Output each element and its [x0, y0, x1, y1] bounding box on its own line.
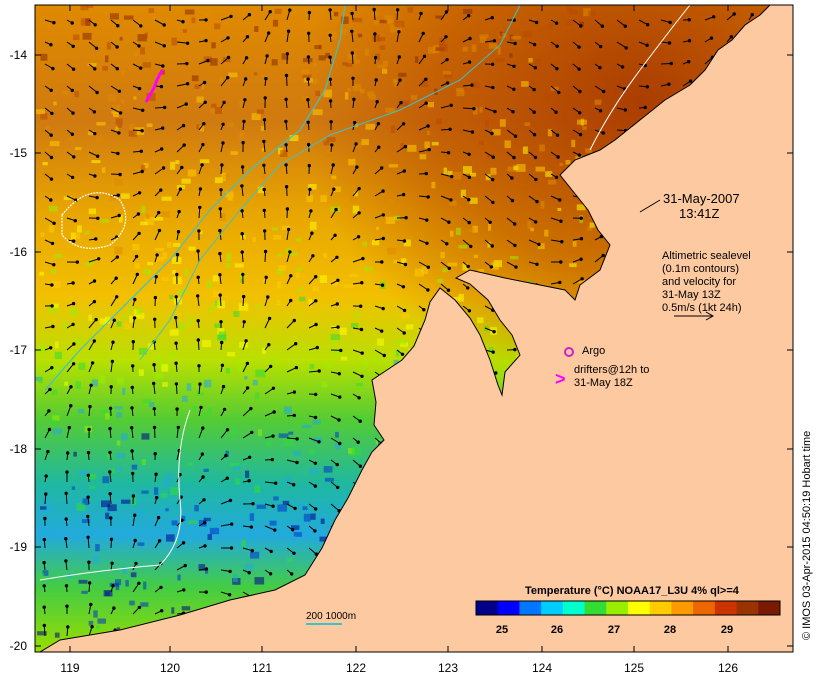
depth-contour-label: 200 1000m: [306, 611, 356, 622]
lat-label: -18: [10, 442, 28, 456]
drifter-track: [144, 69, 165, 103]
lat-label: -15: [10, 146, 28, 160]
colorbar-swatch: [562, 601, 586, 615]
lat-label: -17: [10, 343, 28, 357]
lon-label: 124: [532, 661, 552, 675]
colorbar-swatch: [541, 601, 564, 615]
altimetry-contour: [589, 5, 691, 151]
colorbar-swatch: [693, 601, 716, 615]
colorbar-swatch: [628, 601, 651, 615]
lon-label: 126: [718, 661, 738, 675]
drifter-marker-icon: >: [555, 369, 566, 389]
colorbar-swatch: [714, 601, 738, 615]
colorbar-swatches: [476, 601, 781, 615]
argo-marker-icon: [564, 347, 574, 357]
colorbar-tick: 26: [551, 624, 563, 636]
timestamp-leader: [639, 199, 661, 213]
altimetry-contour: [39, 409, 191, 581]
lon-label: 122: [346, 661, 366, 675]
colorbar-tick: 29: [721, 624, 733, 636]
shelf-contour-200m: [44, 5, 346, 391]
colorbar-swatch: [736, 601, 759, 615]
lon-label: 121: [252, 661, 272, 675]
drifter-label-line: drifters@12h to: [574, 364, 649, 376]
colorbar: Temperature (°C) NOAA17_L3U 4% ql>=4 25 …: [475, 585, 781, 636]
lon-label: 123: [438, 661, 458, 675]
shelf-contour-1000m: [139, 5, 521, 361]
colorbar-tick: 27: [608, 624, 620, 636]
altimetry-contour: [61, 192, 127, 249]
timestamp-time: 13:41Z: [679, 206, 720, 221]
latitude-ticks: [35, 54, 793, 647]
colorbar-ticks: 25 26 27 28 29: [496, 624, 733, 636]
altimetry-legend: Altimetric sealevel (0.1m contours) and …: [662, 250, 751, 321]
altimetry-legend-line: 0.5m/s (1kt 24h): [662, 302, 741, 314]
land-mass: [39, 5, 793, 652]
colorbar-swatch: [606, 601, 629, 615]
drifter-label-line: 31-May 18Z: [574, 377, 633, 389]
colorbar-swatch: [671, 601, 694, 615]
colorbar-tick: 25: [496, 624, 508, 636]
colorbar-tick: 28: [664, 624, 676, 636]
altimetry-legend-line: 31-May 13Z: [662, 289, 721, 301]
colorbar-swatch: [584, 601, 607, 615]
map-plot-area: [35, 5, 793, 652]
velocity-scale-arrowhead: [705, 311, 715, 321]
map-border: [34, 4, 794, 653]
lat-label: -20: [10, 639, 28, 653]
colorbar-swatch: [649, 601, 672, 615]
colorbar-swatch: [476, 601, 499, 615]
credit-text: © IMOS 03-Apr-2015 04:50:19 Hobart time: [801, 430, 813, 640]
argo-label: Argo: [582, 345, 605, 357]
altimetry-legend-line: (0.1m contours): [662, 263, 739, 275]
lon-label: 125: [624, 661, 644, 675]
lat-label: -16: [10, 245, 28, 259]
altimetry-legend-line: and velocity for: [662, 276, 736, 288]
lon-label: 120: [160, 661, 180, 675]
colorbar-border: [475, 600, 781, 616]
altimetry-legend-line: Altimetric sealevel: [662, 250, 751, 262]
timestamp-date: 31-May-2007: [663, 191, 740, 206]
colorbar-swatch: [758, 601, 781, 615]
lat-label: -19: [10, 540, 28, 554]
lat-label: -14: [10, 48, 28, 62]
longitude-axis: 119 120 121 122 123 124 125 126: [60, 661, 738, 675]
lon-label: 119: [60, 661, 79, 675]
latitude-axis: -14 -15 -16 -17 -18 -19 -20: [10, 48, 28, 653]
longitude-ticks: [69, 5, 729, 652]
colorbar-swatch: [519, 601, 542, 615]
colorbar-swatch: [497, 601, 520, 615]
colorbar-title: Temperature (°C) NOAA17_L3U 4% ql>=4: [525, 585, 740, 597]
